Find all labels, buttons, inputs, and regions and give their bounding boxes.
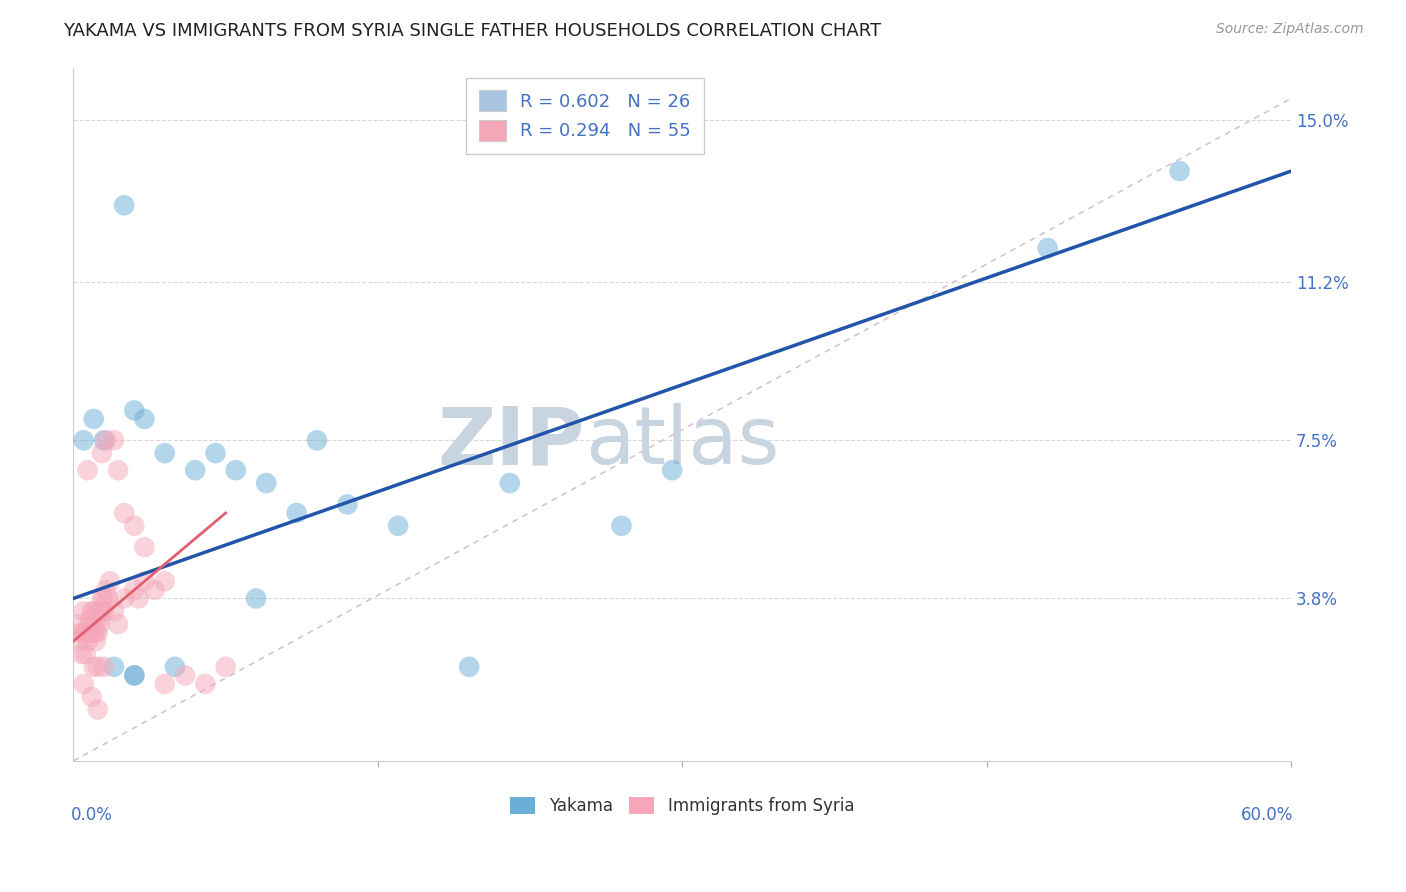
Point [66, 617, 89, 632]
Point [124, 582, 146, 597]
Point [83, 604, 105, 618]
Point [134, 412, 156, 426]
Point [174, 668, 197, 682]
Point [245, 591, 267, 606]
Point [143, 582, 166, 597]
Point [94, 434, 117, 448]
Point [285, 506, 308, 520]
Point [84, 625, 107, 640]
Point [194, 677, 217, 691]
Point [97, 591, 120, 606]
Point [103, 604, 125, 618]
Point [93, 660, 115, 674]
Point [72, 625, 94, 640]
Text: atlas: atlas [585, 403, 779, 482]
Point [184, 463, 207, 477]
Point [90, 591, 112, 606]
Point [610, 518, 633, 533]
Point [83, 660, 105, 674]
Point [75, 625, 97, 640]
Point [204, 446, 226, 460]
Point [93, 604, 115, 618]
Point [87, 625, 110, 640]
Point [94, 582, 117, 597]
Point [87, 613, 110, 627]
Text: 0.0%: 0.0% [70, 805, 112, 824]
Point [1168, 164, 1191, 178]
Point [89, 617, 111, 632]
Point [214, 660, 236, 674]
Point [153, 446, 176, 460]
Text: Source: ZipAtlas.com: Source: ZipAtlas.com [1216, 22, 1364, 37]
Point [79, 625, 101, 640]
Point [124, 403, 146, 417]
Point [72, 677, 94, 691]
Point [254, 476, 277, 491]
Point [107, 463, 129, 477]
Point [87, 702, 110, 716]
Point [80, 690, 103, 704]
Point [458, 660, 481, 674]
Point [76, 625, 98, 640]
Point [75, 647, 97, 661]
Point [98, 574, 121, 589]
Point [124, 668, 146, 682]
Point [76, 463, 98, 477]
Point [83, 412, 105, 426]
Point [153, 574, 176, 589]
Point [163, 660, 186, 674]
Point [93, 434, 115, 448]
Text: ZIP: ZIP [437, 403, 585, 482]
Point [69, 634, 91, 648]
Point [134, 540, 156, 554]
Point [305, 434, 328, 448]
Point [134, 574, 156, 589]
Point [124, 518, 146, 533]
Point [103, 660, 125, 674]
Point [1036, 241, 1059, 255]
Point [90, 604, 112, 618]
Point [107, 617, 129, 632]
Point [87, 660, 110, 674]
Point [127, 591, 149, 606]
Point [76, 634, 98, 648]
Point [83, 617, 105, 632]
Point [84, 634, 107, 648]
Point [661, 463, 683, 477]
Point [80, 604, 103, 618]
Point [336, 497, 359, 511]
Legend: Yakama, Immigrants from Syria: Yakama, Immigrants from Syria [510, 797, 855, 814]
Point [72, 434, 94, 448]
Point [225, 463, 247, 477]
Point [79, 613, 101, 627]
Text: YAKAMA VS IMMIGRANTS FROM SYRIA SINGLE FATHER HOUSEHOLDS CORRELATION CHART: YAKAMA VS IMMIGRANTS FROM SYRIA SINGLE F… [63, 22, 882, 40]
Point [72, 604, 94, 618]
Point [80, 625, 103, 640]
Point [70, 647, 93, 661]
Point [499, 476, 522, 491]
Point [387, 518, 409, 533]
Point [112, 198, 135, 212]
Point [93, 591, 115, 606]
Text: 60.0%: 60.0% [1241, 805, 1294, 824]
Point [70, 625, 93, 640]
Point [153, 677, 176, 691]
Point [124, 668, 146, 682]
Point [90, 446, 112, 460]
Point [103, 434, 125, 448]
Point [112, 506, 135, 520]
Point [89, 604, 111, 618]
Point [112, 591, 135, 606]
